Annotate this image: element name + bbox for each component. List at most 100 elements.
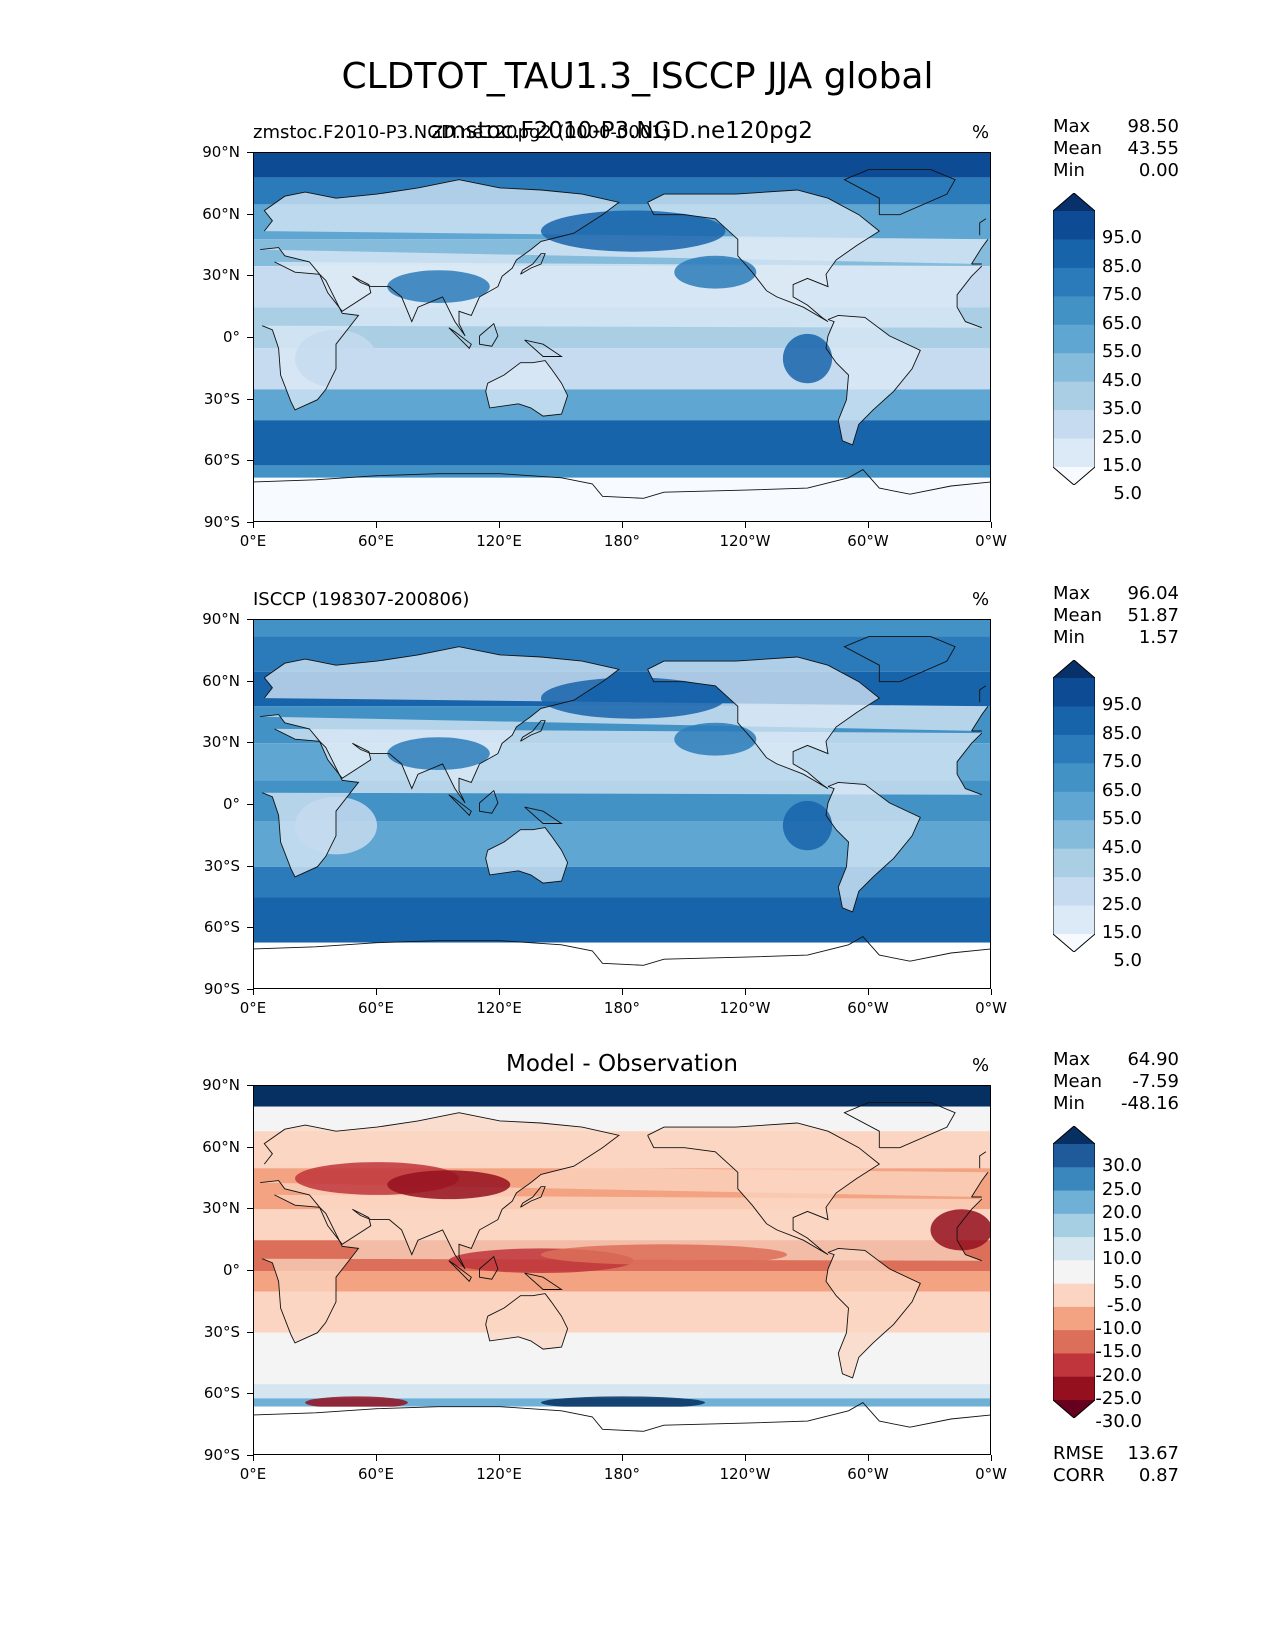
- y-tick-label: 30°S: [203, 1322, 240, 1341]
- stat-label: Max: [1053, 116, 1091, 137]
- x-tick-label: 0°W: [975, 999, 1007, 1017]
- y-tick-label: 60°S: [203, 451, 240, 470]
- y-tick-label: 30°N: [202, 733, 240, 752]
- colorbar-graphic: [1052, 1125, 1096, 1419]
- panel-metrics: RMSE 13.67 CORR 0.87: [1053, 1443, 1179, 1487]
- x-tick-label: 0°E: [239, 1465, 267, 1483]
- colorbar-segment: [1053, 1330, 1095, 1354]
- field-band: [254, 465, 990, 478]
- colorbar-label: 5.0: [1113, 1271, 1142, 1293]
- y-tick-label: 60°N: [202, 204, 240, 223]
- coastline-path: [485, 827, 569, 884]
- colorbar-segment: [1053, 1144, 1095, 1168]
- colorbar-extend-max: [1053, 193, 1095, 211]
- x-tick-label: 120°E: [476, 532, 522, 550]
- map-panel: [253, 152, 991, 522]
- colorbar-segment: [1053, 267, 1095, 297]
- x-tick: [991, 989, 992, 995]
- y-tick: [247, 522, 253, 523]
- x-tick-label: 60°E: [357, 532, 395, 550]
- colorbar-segment: [1053, 763, 1095, 793]
- coastline-path: [524, 806, 563, 824]
- field-feature: [782, 333, 833, 384]
- x-tick: [253, 1455, 254, 1461]
- field-feature: [541, 1396, 705, 1409]
- x-tick: [499, 522, 500, 528]
- colorbar-label: 30.0: [1101, 1155, 1142, 1177]
- field-feature: [541, 1244, 787, 1265]
- y-tick: [247, 398, 253, 400]
- land-tint: [485, 1293, 568, 1350]
- colorbar-label: 5.0: [1113, 950, 1142, 972]
- colorbar-segment: [1053, 1213, 1095, 1238]
- colorbar-segment: [1053, 1260, 1095, 1285]
- colorbar-label: -5.0: [1106, 1294, 1142, 1316]
- stat-row: Mean 43.55: [1053, 138, 1179, 160]
- field-band: [254, 1271, 990, 1292]
- stat-label: Mean: [1053, 605, 1103, 626]
- stat-label: Min: [1053, 160, 1085, 181]
- colorbar-label: -25.0: [1095, 1388, 1142, 1409]
- colorbar-segment: [1053, 410, 1095, 440]
- colorbar-segment: [1053, 239, 1095, 269]
- antarctica-coast: [254, 936, 990, 966]
- coastline-path: [647, 189, 881, 322]
- stat-row: Max 64.90: [1053, 1049, 1179, 1071]
- stat-value: 43.55: [1127, 138, 1179, 159]
- x-tick-label: 0°W: [975, 1465, 1007, 1483]
- colorbar-label: 95.0: [1101, 227, 1142, 249]
- coastline-path: [262, 1194, 983, 1344]
- y-tick-label: 60°N: [202, 671, 240, 690]
- stat-row: Max 98.50: [1053, 116, 1179, 138]
- land-tint: [647, 657, 880, 789]
- panel-left-title: ISCCP (198307-200806): [253, 589, 470, 610]
- x-tick: [622, 989, 623, 995]
- field-feature: [305, 1396, 408, 1409]
- coastline-path: [262, 728, 983, 878]
- x-tick-label: 180°: [603, 1465, 641, 1483]
- x-tick-label: 60°W: [847, 999, 889, 1017]
- x-tick: [499, 1455, 500, 1461]
- colorbar-label: 55.0: [1101, 341, 1142, 363]
- field-feature: [387, 270, 490, 303]
- y-tick-label: 0°: [222, 795, 240, 813]
- x-tick-label: 120°E: [476, 999, 522, 1017]
- y-tick: [247, 742, 253, 744]
- colorbar-label: 75.0: [1101, 751, 1142, 773]
- metric-value: 13.67: [1127, 1443, 1179, 1464]
- coastline-path: [979, 1151, 987, 1169]
- y-tick-label: 0°: [222, 328, 240, 346]
- colorbar-label: 95.0: [1101, 694, 1142, 716]
- antarctica-coast: [254, 469, 990, 499]
- panel-center-title: zmstoc.F2010-P3.NGD.ne120pg2: [431, 118, 813, 144]
- x-tick: [253, 522, 254, 528]
- y-tick: [247, 927, 253, 929]
- x-tick: [868, 989, 869, 995]
- colorbar-extend-min: [1053, 1400, 1095, 1418]
- colorbar-label: 55.0: [1101, 808, 1142, 830]
- x-tick-label: 120°W: [719, 532, 771, 550]
- colorbar-extend-min: [1053, 934, 1095, 952]
- no-data-region: [254, 1406, 990, 1454]
- y-tick: [247, 680, 253, 682]
- y-tick-label: 60°S: [203, 918, 240, 937]
- map-panel: [253, 619, 991, 989]
- coastline-path: [260, 1112, 989, 1270]
- contour-map: [254, 1086, 990, 1454]
- coastline-path: [260, 646, 989, 804]
- colorbar-segment: [1053, 324, 1095, 354]
- colorbar-extend-max: [1053, 1126, 1095, 1144]
- field-band: [254, 1332, 990, 1385]
- colorbar-label: 15.0: [1101, 1225, 1142, 1247]
- colorbar-label: 10.0: [1101, 1248, 1142, 1270]
- colorbar-segment: [1053, 353, 1095, 383]
- contour-map: [254, 153, 990, 521]
- x-tick: [376, 989, 377, 995]
- colorbar-label: 35.0: [1101, 398, 1142, 420]
- colorbar-graphic: [1052, 659, 1096, 953]
- x-tick-label: 120°W: [719, 999, 771, 1017]
- coastline-path: [479, 1255, 499, 1280]
- y-tick-label: 90°N: [202, 610, 240, 628]
- colorbar-label: 35.0: [1101, 865, 1142, 887]
- stat-row: Max 96.04: [1053, 583, 1179, 605]
